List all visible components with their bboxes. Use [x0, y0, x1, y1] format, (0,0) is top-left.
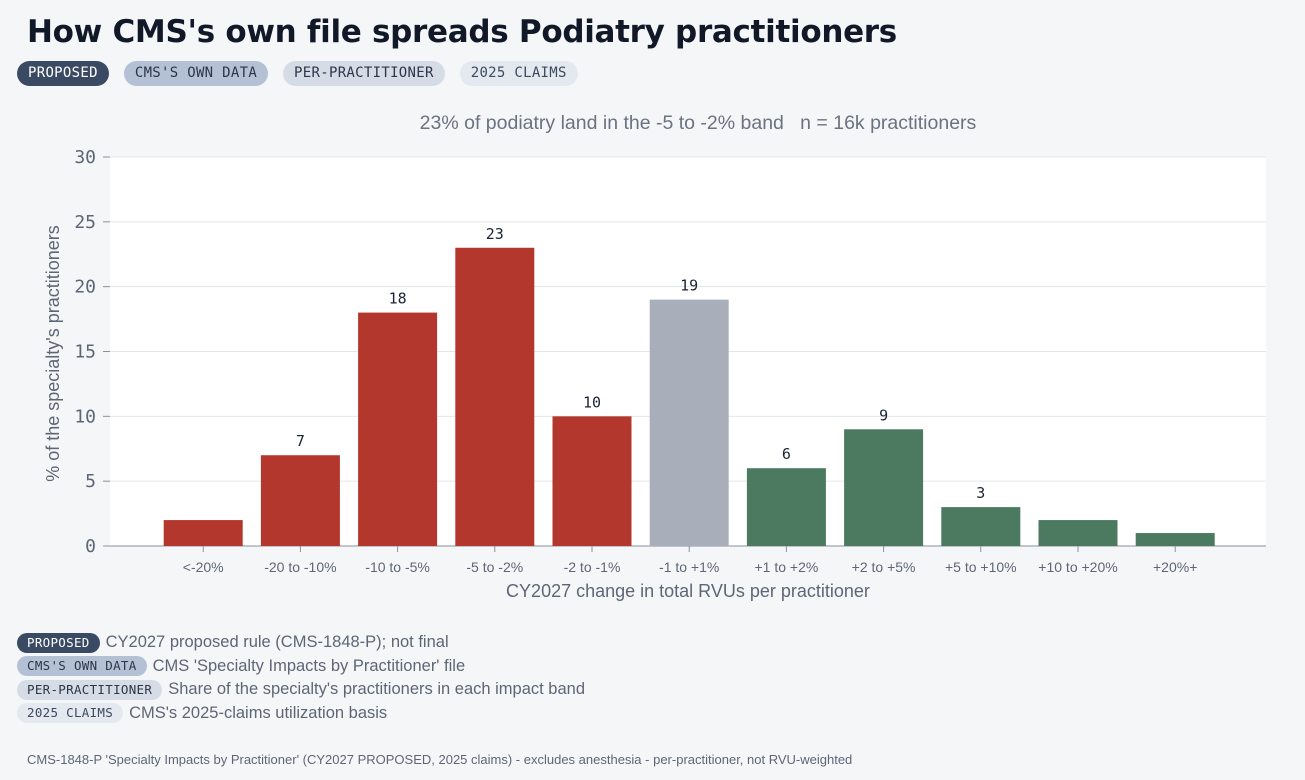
chip-cms-own-data: CMS'S OWN DATA	[123, 61, 269, 86]
data-label: 10	[583, 393, 601, 411]
page-title: How CMS's own file spreads Podiatry prac…	[27, 14, 897, 50]
data-label: 6	[782, 445, 791, 463]
data-label: 23	[486, 225, 504, 243]
y-tick-label: 10	[74, 406, 96, 427]
legend-chip-proposed: PROPOSED	[17, 632, 100, 653]
legend-row-2025-claims: 2025 CLAIMS CMS's 2025-claims utilizatio…	[17, 702, 585, 726]
bar	[746, 468, 826, 546]
data-label: 18	[389, 290, 407, 308]
bar	[941, 507, 1021, 546]
chip-2025-claims: 2025 CLAIMS	[459, 61, 578, 86]
y-tick-label: 20	[74, 277, 96, 298]
legend-chip-2025-claims: 2025 CLAIMS	[17, 703, 124, 724]
legend-row-per-practitioner: PER-PRACTITIONER Share of the specialty'…	[17, 678, 585, 702]
bar	[455, 247, 535, 546]
x-tick-label: <-20%	[183, 559, 224, 575]
legend-chip-cms-own-data: CMS'S OWN DATA	[17, 656, 147, 677]
bar	[260, 455, 340, 546]
data-label: 9	[879, 406, 888, 424]
y-tick-label: 30	[74, 147, 96, 168]
y-tick-label: 0	[85, 536, 96, 557]
x-tick-label: -2 to -1%	[564, 559, 621, 575]
x-tick-label: +2 to +5%	[852, 559, 916, 575]
legend-text-per-practitioner: Share of the specialty's practitioners i…	[168, 680, 586, 699]
x-tick-label: -10 to -5%	[365, 559, 430, 575]
legend-text-proposed: CY2027 proposed rule (CMS-1848-P); not f…	[105, 633, 449, 652]
x-tick-label: +20%+	[1153, 559, 1197, 575]
bar	[163, 520, 243, 546]
legend-row-proposed: PROPOSED CY2027 proposed rule (CMS-1848-…	[17, 631, 585, 655]
x-tick-label: +10 to +20%	[1038, 559, 1117, 575]
data-label: 3	[976, 484, 985, 502]
y-tick-label: 25	[74, 212, 96, 233]
bar	[649, 299, 729, 546]
x-tick-label: +1 to +2%	[754, 559, 818, 575]
x-tick-label: +5 to +10%	[945, 559, 1017, 575]
bar-chart: 0 5 10 15 20 25 30 <-20% 7 -20 to -10% 18 -10 to -5…	[43, 112, 1266, 601]
bar	[358, 312, 438, 546]
legend-row-cms-own-data: CMS'S OWN DATA CMS 'Specialty Impacts by…	[17, 655, 585, 679]
legend: PROPOSED CY2027 proposed rule (CMS-1848-…	[17, 631, 585, 725]
tag-chips: PROPOSED CMS'S OWN DATA PER-PRACTITIONER…	[17, 61, 578, 86]
bar	[552, 416, 632, 546]
data-label: 19	[680, 277, 698, 295]
chart-subtitle: 23% of podiatry land in the -5 to -2% ba…	[420, 112, 977, 134]
x-tick-label: -1 to +1%	[659, 559, 719, 575]
y-tick-label: 15	[74, 342, 96, 363]
legend-chip-per-practitioner: PER-PRACTITIONER	[17, 679, 163, 700]
footnote: CMS-1848-P 'Specialty Impacts by Practit…	[27, 752, 853, 767]
chip-proposed: PROPOSED	[17, 61, 109, 86]
y-tick-label: 5	[85, 471, 96, 492]
bar	[844, 429, 924, 546]
x-tick-label: -20 to -10%	[264, 559, 336, 575]
bar	[1135, 533, 1215, 546]
x-axis-label: CY2027 change in total RVUs per practiti…	[506, 581, 870, 601]
chip-per-practitioner: PER-PRACTITIONER	[283, 61, 445, 86]
legend-text-cms-own-data: CMS 'Specialty Impacts by Practitioner' …	[152, 656, 466, 675]
legend-text-2025-claims: CMS's 2025-claims utilization basis	[129, 703, 388, 722]
data-label: 7	[296, 432, 305, 450]
x-tick-label: -5 to -2%	[466, 559, 523, 575]
y-axis-label: % of the specialty's practitioners	[43, 225, 63, 482]
bar	[1038, 520, 1118, 546]
